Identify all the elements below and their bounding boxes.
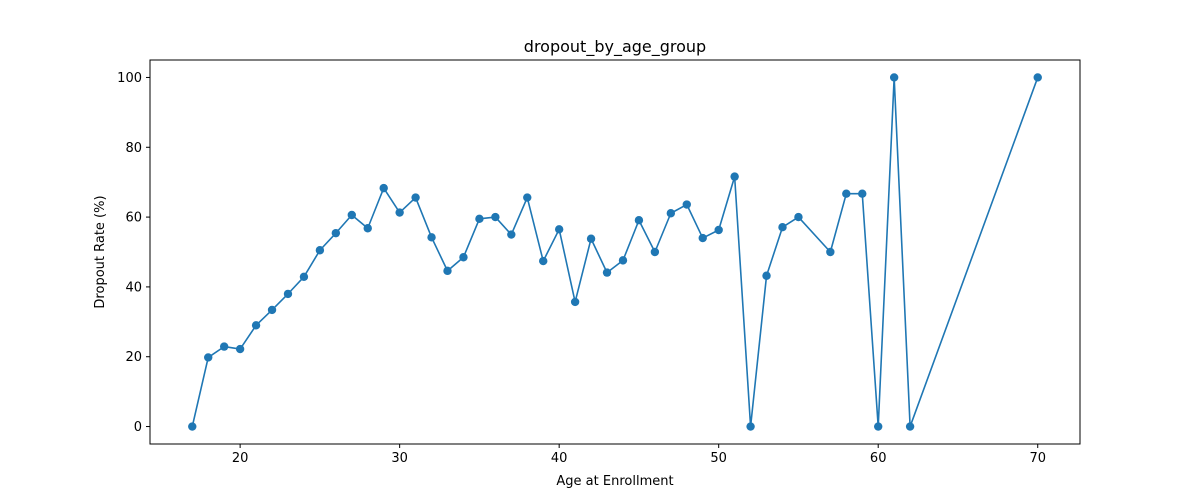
data-point: [411, 193, 420, 202]
data-point: [682, 200, 691, 209]
data-point: [570, 297, 580, 307]
data-point: [858, 189, 867, 198]
data-point: [315, 246, 325, 255]
data-point: [730, 172, 739, 181]
data-point: [443, 266, 452, 276]
data-point: [794, 212, 803, 222]
data-point: [539, 256, 548, 266]
y-tick-label: 0: [134, 420, 142, 435]
data-point: [251, 321, 261, 330]
x-axis: 20 30 40 50 60 70: [232, 444, 1046, 466]
data-point: [1033, 73, 1042, 82]
data-point: [889, 73, 899, 82]
data-point: [459, 253, 468, 262]
x-tick-label: 30: [391, 451, 408, 466]
data-point: [219, 342, 229, 351]
data-point: [283, 289, 293, 299]
data-point: [554, 225, 564, 234]
plot-area: [188, 73, 1042, 431]
series-line: [191, 76, 1039, 428]
data-point: [331, 228, 341, 238]
data-point: [204, 353, 213, 362]
data-point: [379, 183, 388, 193]
data-point: [602, 268, 612, 277]
data-point: [762, 271, 771, 280]
data-point: [650, 247, 660, 257]
data-point: [698, 233, 707, 243]
data-point: [666, 209, 676, 218]
data-point: [395, 208, 404, 217]
x-tick-label: 20: [232, 451, 249, 466]
y-axis: 0 20 40 60 80 100: [117, 71, 150, 435]
y-tick-label: 100: [117, 71, 142, 86]
data-point: [267, 305, 277, 315]
data-point: [746, 422, 755, 431]
y-tick-label: 20: [125, 350, 142, 365]
x-tick-label: 70: [1029, 451, 1046, 466]
data-point: [618, 256, 628, 265]
data-point: [842, 189, 851, 198]
data-point: [507, 230, 516, 239]
y-tick-label: 40: [125, 280, 142, 295]
data-point: [491, 212, 500, 222]
data-point: [778, 223, 787, 232]
data-point: [347, 210, 356, 220]
plot-frame: [149, 59, 1081, 445]
y-tick-label: 60: [125, 211, 142, 226]
y-tick-label: 80: [125, 141, 142, 156]
data-point: [475, 214, 484, 224]
data-point: [523, 193, 532, 202]
data-point: [299, 272, 309, 281]
x-tick-label: 40: [551, 451, 568, 466]
data-point: [874, 422, 883, 431]
data-point: [826, 247, 835, 257]
chart-title: dropout_by_age_group: [524, 37, 706, 57]
data-point: [427, 233, 436, 242]
x-axis-label: Age at Enrollment: [556, 474, 673, 489]
data-point: [634, 216, 644, 225]
data-point: [235, 344, 245, 354]
data-point: [905, 422, 915, 431]
data-point: [363, 224, 372, 233]
x-tick-label: 60: [870, 451, 887, 466]
data-point: [188, 422, 197, 431]
y-axis-label: Dropout Rate (%): [93, 195, 108, 308]
x-tick-label: 50: [710, 451, 727, 466]
data-point: [714, 225, 723, 235]
data-point: [586, 234, 596, 243]
